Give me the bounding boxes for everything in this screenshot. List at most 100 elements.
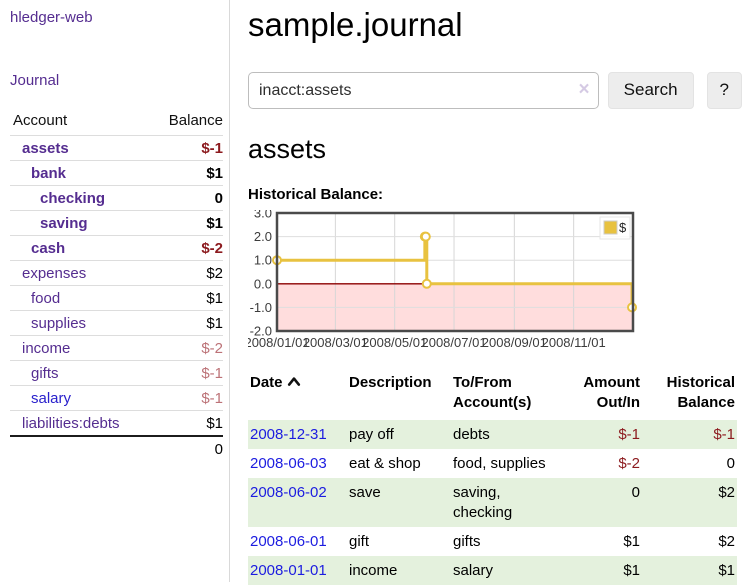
register-row: 2008-06-03 eat & shop food, supplies $-2 0	[248, 449, 737, 478]
account-row: assets $-1	[10, 135, 223, 161]
register-header-accounts: To/From Account(s)	[453, 374, 532, 411]
account-link[interactable]: salary	[31, 390, 72, 407]
account-link[interactable]: cash	[31, 240, 66, 257]
register-date-link[interactable]: 2008-01-01	[250, 562, 327, 579]
account-row: liabilities:debts $1	[10, 410, 223, 437]
accounts-total-value: 0	[214, 441, 223, 458]
y-tick-label: -2.0	[250, 324, 272, 339]
register-amount: $-1	[618, 426, 640, 443]
register-description: gift	[349, 533, 370, 550]
register-date-link[interactable]: 2008-06-01	[250, 533, 327, 550]
legend-swatch	[603, 220, 618, 235]
account-title: assets	[248, 134, 327, 164]
register-description: eat & shop	[349, 455, 421, 472]
account-link[interactable]: supplies	[31, 315, 87, 332]
account-link[interactable]: assets	[22, 140, 69, 157]
chart-data-point	[421, 278, 432, 289]
register-row: 2008-12-31 pay off debts $-1 $-1	[248, 420, 737, 449]
x-tick-label: 2008/09/01	[482, 335, 547, 350]
nav-journal-link[interactable]: Journal	[10, 72, 60, 89]
register-balance: $2	[718, 533, 735, 550]
account-balance: $-1	[201, 365, 223, 382]
y-tick-label: 1.0	[254, 253, 272, 268]
register-date-link[interactable]: 2008-12-31	[250, 426, 327, 443]
account-link[interactable]: expenses	[22, 265, 87, 282]
register-date-link[interactable]: 2008-06-02	[250, 484, 327, 501]
help-button[interactable]: ?	[706, 72, 742, 109]
accounts-header-balance: Balance	[168, 112, 223, 129]
register-description: income	[349, 562, 398, 579]
register-balance: $2	[718, 484, 735, 501]
account-balance: $-2	[201, 340, 223, 357]
register-accounts: salary	[453, 562, 494, 579]
register-row: 2008-01-01 income salary $1 $1	[248, 556, 737, 585]
account-row: gifts $-1	[10, 360, 223, 386]
x-tick-label: 2008/05/01	[362, 335, 427, 350]
x-tick-label: 2008/01/01	[248, 335, 310, 350]
register-accounts: food, supplies	[453, 455, 546, 472]
register-amount: $1	[623, 562, 640, 579]
chart-heading: Historical Balance:	[248, 186, 384, 203]
y-tick-label: -1.0	[250, 300, 272, 315]
account-balance: $-1	[201, 390, 223, 407]
account-balance: $-1	[201, 140, 223, 157]
search-form: × Search ?	[248, 72, 742, 109]
account-row: salary $-1	[10, 385, 223, 411]
register-balance: $1	[718, 562, 735, 579]
historical-balance-chart: $3.0 2.0 1.0 0.0 -1.0 -2.0 2008/01/01 2008/03/0…	[244, 206, 742, 354]
x-tick-label: 2008/11/01	[542, 335, 606, 350]
app-brand-link[interactable]: hledger-web	[10, 9, 93, 26]
register-description: pay off	[349, 426, 394, 443]
accounts-header-row: Account Balance	[10, 110, 223, 136]
register-accounts: debts	[453, 426, 490, 443]
register-accounts: saving, checking	[453, 484, 513, 521]
account-link[interactable]: checking	[40, 190, 106, 207]
account-row: cash $-2	[10, 235, 223, 261]
account-link[interactable]: bank	[31, 165, 67, 182]
register-balance: 0	[726, 455, 735, 472]
sidebar: hledger-web Journal Account Balance asse…	[0, 0, 230, 582]
sort-ascending-icon	[287, 373, 301, 393]
register-header-date[interactable]: Date	[248, 371, 347, 420]
y-tick-label: 0.0	[254, 276, 272, 291]
register-header-balance: Historical Balance	[666, 374, 735, 411]
account-balance: $1	[206, 290, 223, 307]
y-tick-label: 3.0	[254, 210, 272, 221]
clear-search-icon[interactable]: ×	[578, 79, 590, 100]
account-link[interactable]: gifts	[31, 365, 59, 382]
account-link[interactable]: food	[31, 290, 61, 307]
register-date-link[interactable]: 2008-06-03	[250, 455, 327, 472]
account-row: income $-2	[10, 335, 223, 361]
account-row: saving $1	[10, 210, 223, 236]
accounts-header-account: Account	[13, 112, 68, 129]
register-balance: $-1	[713, 426, 735, 443]
account-row: supplies $1	[10, 310, 223, 336]
search-input[interactable]	[248, 72, 599, 109]
accounts-total-spacer	[10, 436, 150, 461]
register-row: 2008-06-01 gift gifts $1 $2	[248, 527, 737, 556]
account-row: expenses $2	[10, 260, 223, 286]
page-title: sample.journal	[248, 6, 463, 43]
search-button[interactable]: Search	[607, 72, 694, 109]
register-row: 2008-06-02 save saving, checking 0 $2	[248, 478, 737, 527]
account-balance: 0	[214, 190, 223, 207]
register-header-description: Description	[349, 374, 432, 391]
x-tick-label: 2008/03/01	[303, 335, 368, 350]
account-link[interactable]: income	[22, 340, 71, 357]
account-balance: $1	[206, 415, 223, 432]
account-balance: $1	[206, 215, 223, 232]
account-balance: $-2	[201, 240, 223, 257]
chart-legend: $	[599, 216, 631, 240]
accounts-table: Account Balance assets $-1 bank $1 checking 0…	[10, 110, 223, 461]
account-balance: $1	[206, 165, 223, 182]
register-header-amount: Amount Out/In	[583, 374, 640, 411]
accounts-total-row: 0	[10, 436, 223, 461]
account-link[interactable]: liabilities:debts	[22, 415, 120, 432]
register-header-row: Date Description To/From Account(s) Amou…	[248, 371, 737, 420]
register-amount: 0	[631, 484, 640, 501]
account-row: checking 0	[10, 185, 223, 211]
register-table: Date Description To/From Account(s) Amou…	[248, 371, 737, 585]
register-description: save	[349, 484, 381, 501]
account-link[interactable]: saving	[40, 215, 88, 232]
balance-chart-svg: $3.0 2.0 1.0 0.0 -1.0 -2.02008/01/012008/03/0…	[244, 206, 638, 350]
